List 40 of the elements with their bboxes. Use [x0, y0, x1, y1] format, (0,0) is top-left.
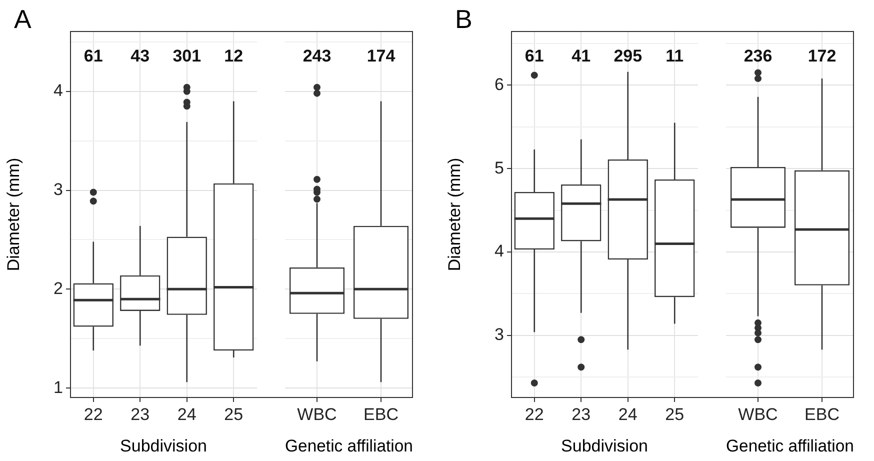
x-tick-label: 25 — [224, 404, 244, 424]
annotation: 12 — [224, 46, 244, 66]
y-tick-label: 3 — [494, 325, 504, 344]
annotation: 43 — [130, 46, 150, 66]
x-tick-label: 22 — [524, 404, 544, 424]
x-axis-title: Genetic affiliation — [726, 436, 854, 456]
annotation: 295 — [614, 46, 642, 66]
x-tick-label: 22 — [84, 404, 103, 424]
annotation: 61 — [84, 46, 103, 66]
annotation: 172 — [808, 46, 836, 66]
x-tick-label: WBC — [738, 404, 778, 424]
x-tick-label: EBC — [804, 404, 840, 424]
x-tick-label: 24 — [618, 404, 638, 424]
y-axis-title: Diameter (mm) — [444, 158, 464, 272]
chart-title: A — [14, 4, 32, 35]
x-tick-label: WBC — [297, 404, 337, 424]
annotation: 301 — [172, 46, 202, 66]
chart-title: B — [455, 4, 472, 35]
x-axis-title: Subdivision — [561, 436, 648, 456]
y-tick-label: 3 — [54, 180, 63, 199]
x-axis-title: Subdivision — [120, 436, 207, 456]
x-axis-title: Genetic affiliation — [285, 436, 413, 456]
y-tick-label: 2 — [54, 278, 63, 298]
x-tick-label: 23 — [130, 404, 150, 424]
y-tick-label: 1 — [54, 378, 63, 397]
annotation: 174 — [366, 46, 396, 66]
y-tick-label: 4 — [494, 242, 504, 261]
x-tick-label: 24 — [177, 404, 196, 424]
y-tick-label: 4 — [54, 81, 63, 100]
annotation: 236 — [744, 46, 772, 66]
x-tick-label: EBC — [364, 404, 398, 424]
y-tick-label: 6 — [494, 74, 504, 94]
annotation: 243 — [302, 46, 332, 66]
x-tick-label: 23 — [572, 404, 591, 424]
y-tick-label: 5 — [494, 158, 504, 178]
x-tick-label: 25 — [665, 404, 684, 424]
annotation: 11 — [666, 46, 684, 66]
y-axis-title: Diameter (mm) — [4, 158, 23, 272]
annotation: 41 — [572, 46, 591, 66]
annotation: 61 — [524, 46, 544, 66]
